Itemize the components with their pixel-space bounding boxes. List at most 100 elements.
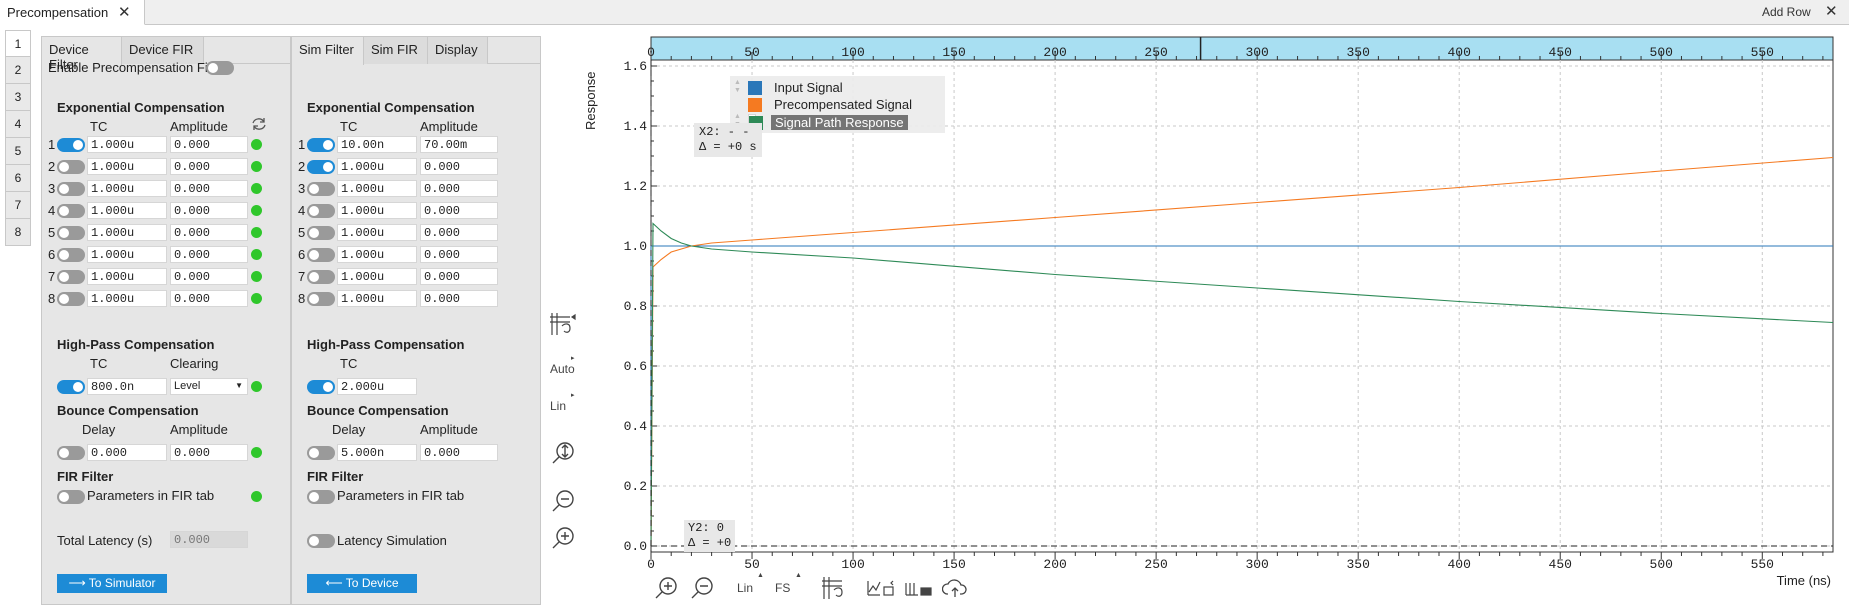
tab-device-filter[interactable]: Device Filter	[42, 37, 122, 72]
tab-precompensation[interactable]: Precompensation ✕	[0, 0, 145, 25]
tab-sim-fir[interactable]: Sim FIR	[364, 37, 428, 64]
row-tab-2[interactable]: 2	[5, 57, 31, 84]
bounce-delay-field[interactable]: 0.000	[87, 444, 167, 461]
exp-amp-field-2[interactable]: 0.000	[420, 158, 498, 175]
zoom-out-icon[interactable]	[690, 575, 716, 601]
exp-toggle-2[interactable]	[57, 160, 85, 174]
exp-tc-field-5[interactable]: 1.000u	[87, 224, 167, 241]
add-row-button[interactable]: Add Row	[1762, 5, 1811, 19]
lin-scale-button[interactable]: Lin	[550, 399, 567, 413]
close-icon[interactable]: ✕	[118, 4, 131, 21]
latency-simulation-toggle[interactable]	[307, 534, 335, 548]
exp-amp-field-7[interactable]: 0.000	[420, 268, 498, 285]
exp-amp-field-6[interactable]: 0.000	[170, 246, 248, 263]
zoom-out-icon[interactable]	[550, 488, 576, 514]
enable-precompensation-toggle[interactable]	[206, 61, 234, 75]
exp-amp-field-4[interactable]: 0.000	[420, 202, 498, 219]
response-chart[interactable]: 0 0 50 50 100 100 150 150 200 200 250 250 300 300 350 3…	[540, 30, 1849, 616]
row-tab-8[interactable]: 8	[5, 219, 31, 246]
exp-tc-field-3[interactable]: 1.000u	[87, 180, 167, 197]
table-export-icon[interactable]	[904, 575, 936, 601]
zoom-in-icon[interactable]	[654, 575, 680, 601]
row-tab-6[interactable]: 6	[5, 165, 31, 192]
exp-tc-field-8[interactable]: 1.000u	[337, 290, 417, 307]
exp-toggle-3[interactable]	[57, 182, 85, 196]
exp-tc-field-7[interactable]: 1.000u	[87, 268, 167, 285]
exp-toggle-4[interactable]	[307, 204, 335, 218]
exp-amp-field-1[interactable]: 0.000	[170, 136, 248, 153]
fir-toggle[interactable]	[307, 490, 335, 504]
close-icon[interactable]: ✕	[1825, 3, 1838, 20]
auto-scale-button[interactable]: Auto	[550, 362, 575, 376]
y-axis-tick-label: 1.2	[624, 179, 647, 194]
exp-toggle-4[interactable]	[57, 204, 85, 218]
exp-amp-field-3[interactable]: 0.000	[170, 180, 248, 197]
tab-display[interactable]: Display	[428, 37, 488, 64]
refresh-icon[interactable]	[251, 116, 267, 132]
hp-toggle[interactable]	[57, 380, 85, 394]
hp-clearing-select[interactable]: Level ▼	[170, 378, 248, 395]
exp-amp-field-4[interactable]: 0.000	[170, 202, 248, 219]
exp-tc-field-2[interactable]: 1.000u	[87, 158, 167, 175]
row-tab-1[interactable]: 1	[5, 30, 31, 57]
exp-amp-field-2[interactable]: 0.000	[170, 158, 248, 175]
exp-amp-field-5[interactable]: 0.000	[420, 224, 498, 241]
lin-scale-button[interactable]: Lin	[737, 581, 754, 595]
tab-device-fir[interactable]: Device FIR	[122, 37, 204, 64]
exp-toggle-2[interactable]	[307, 160, 335, 174]
bounce-amp-field[interactable]: 0.000	[170, 444, 248, 461]
exp-tc-field-7[interactable]: 1.000u	[337, 268, 417, 285]
hp-tc-field[interactable]: 800.0n	[87, 378, 167, 395]
hp-toggle[interactable]	[307, 380, 335, 394]
exp-tc-field-2[interactable]: 1.000u	[337, 158, 417, 175]
exp-toggle-7[interactable]	[57, 270, 85, 284]
exp-tc-field-1[interactable]: 10.00n	[337, 136, 417, 153]
fs-scale-button[interactable]: FS	[775, 581, 791, 595]
zoom-in-icon[interactable]	[550, 525, 576, 551]
bounce-amp-field[interactable]: 0.000	[420, 444, 498, 461]
exp-amp-field-8[interactable]: 0.000	[420, 290, 498, 307]
exp-toggle-1[interactable]	[57, 138, 85, 152]
exp-toggle-8[interactable]	[307, 292, 335, 306]
exp-amp-field-7[interactable]: 0.000	[170, 268, 248, 285]
exp-toggle-6[interactable]	[57, 248, 85, 262]
exp-tc-field-1[interactable]: 1.000u	[87, 136, 167, 153]
exp-tc-field-6[interactable]: 1.000u	[87, 246, 167, 263]
exp-tc-field-8[interactable]: 1.000u	[87, 290, 167, 307]
exp-amp-field-6[interactable]: 0.000	[420, 246, 498, 263]
bounce-toggle[interactable]	[307, 446, 335, 460]
exp-amp-field-3[interactable]: 0.000	[420, 180, 498, 197]
exp-amp-field-5[interactable]: 0.000	[170, 224, 248, 241]
exp-toggle-8[interactable]	[57, 292, 85, 306]
exp-toggle-3[interactable]	[307, 182, 335, 196]
exp-toggle-5[interactable]	[57, 226, 85, 240]
exp-amp-field-1[interactable]: 70.00m	[420, 136, 498, 153]
exp-tc-field-3[interactable]: 1.000u	[337, 180, 417, 197]
bounce-delay-field[interactable]: 5.000n	[337, 444, 417, 461]
row-tab-7[interactable]: 7	[5, 192, 31, 219]
hp-tc-field[interactable]: 2.000u	[337, 378, 417, 395]
row-tab-3[interactable]: 3	[5, 84, 31, 111]
exp-amp-field-8[interactable]: 0.000	[170, 290, 248, 307]
bounce-toggle[interactable]	[57, 446, 85, 460]
to-simulator-button[interactable]: ⟶ To Simulator	[57, 574, 167, 593]
row-tab-5[interactable]: 5	[5, 138, 31, 165]
exp-toggle-6[interactable]	[307, 248, 335, 262]
exp-tc-field-4[interactable]: 1.000u	[337, 202, 417, 219]
exp-tc-field-4[interactable]: 1.000u	[87, 202, 167, 219]
to-device-button[interactable]: ⟵ To Device	[307, 574, 417, 593]
cursor-tool-icon[interactable]	[820, 575, 850, 601]
exp-toggle-1[interactable]	[307, 138, 335, 152]
math-function-icon[interactable]	[866, 575, 898, 601]
tab-sim-filter[interactable]: Sim Filter	[292, 37, 364, 65]
exp-toggle-7[interactable]	[307, 270, 335, 284]
cursor-tool-icon[interactable]	[548, 311, 578, 337]
fir-toggle[interactable]	[57, 490, 85, 504]
top-axis-tick-label: 400	[1448, 45, 1471, 60]
exp-toggle-5[interactable]	[307, 226, 335, 240]
exp-tc-field-5[interactable]: 1.000u	[337, 224, 417, 241]
exp-tc-field-6[interactable]: 1.000u	[337, 246, 417, 263]
cloud-upload-icon[interactable]	[942, 575, 970, 601]
zoom-fit-icon[interactable]	[550, 440, 576, 466]
row-tab-4[interactable]: 4	[5, 111, 31, 138]
